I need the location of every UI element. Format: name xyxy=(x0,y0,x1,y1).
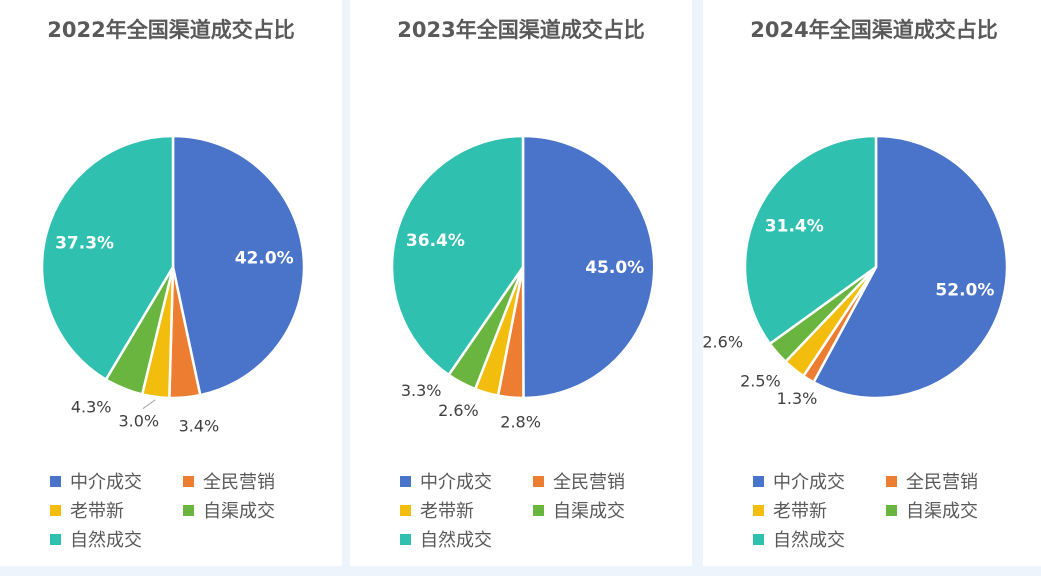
legend-swatch xyxy=(50,533,61,545)
legend-swatch xyxy=(886,475,897,487)
legend-item: 自渠成交 xyxy=(533,497,625,523)
legend-label: 自渠成交 xyxy=(553,501,625,522)
pie-slice-5 xyxy=(743,134,878,346)
data-label: 37.3% xyxy=(55,234,114,254)
pie-slice-1 xyxy=(171,134,306,397)
legend-label: 老带新 xyxy=(70,501,124,522)
data-label: 31.4% xyxy=(765,216,824,236)
legend-swatch xyxy=(400,475,411,487)
legend-label: 自然成交 xyxy=(420,530,492,551)
legend-swatch xyxy=(753,475,764,487)
pie-panel-2024: 2024年全国渠道成交占比 52.0% 1.3% 2.5% 2.6% 31.4% 中介成… xyxy=(703,0,1041,566)
data-label: 45.0% xyxy=(585,258,644,278)
pie-slice-5 xyxy=(40,134,175,382)
legend-swatch xyxy=(183,475,194,487)
legend-item: 中介成交 xyxy=(753,468,845,494)
legend-item: 自然成交 xyxy=(753,526,845,552)
legend-item: 老带新 xyxy=(400,497,474,523)
data-label: 2.6% xyxy=(438,401,479,420)
legend-swatch xyxy=(533,504,544,516)
chart-title: 2024年全国渠道成交占比 xyxy=(750,18,998,42)
legend-item: 中介成交 xyxy=(50,468,142,494)
legend-swatch xyxy=(50,504,61,516)
legend-label: 中介成交 xyxy=(420,472,492,493)
pie-panel-2022: 2022年全国渠道成交占比 42.0% 3.4% 3.0% 4.3% 37.3% 中介成… xyxy=(0,0,342,566)
chart-title: 2023年全国渠道成交占比 xyxy=(397,18,645,42)
pie-chart-2022: 42.0% 3.4% 3.0% 4.3% 37.3% xyxy=(40,134,306,435)
legend-item: 自然成交 xyxy=(50,526,142,552)
data-label: 3.4% xyxy=(179,416,220,435)
legend-item: 老带新 xyxy=(50,497,124,523)
data-label: 52.0% xyxy=(935,281,994,301)
legend-swatch xyxy=(400,504,411,516)
legend-item: 全民营销 xyxy=(533,468,625,494)
data-label: 42.0% xyxy=(235,248,294,268)
legend-item: 全民营销 xyxy=(183,468,275,494)
legend-label: 中介成交 xyxy=(70,472,142,493)
legend-item: 自渠成交 xyxy=(886,497,978,523)
legend-label: 自渠成交 xyxy=(203,501,275,522)
pie-chart-2023: 45.0% 2.8% 2.6%3.3% 36.4% xyxy=(390,134,656,431)
data-label: 2.8% xyxy=(500,412,541,431)
legend-label: 自渠成交 xyxy=(906,501,978,522)
pie-slice-5 xyxy=(390,134,525,377)
data-label: 2.5% xyxy=(740,371,781,390)
legend-swatch xyxy=(886,504,897,516)
legend-swatch xyxy=(753,533,764,545)
data-label: 3.3% xyxy=(401,381,442,400)
pie-slice-1 xyxy=(521,134,656,400)
legend-item: 自然成交 xyxy=(400,526,492,552)
leader-line xyxy=(142,399,156,410)
legend-item: 老带新 xyxy=(753,497,827,523)
legend-label: 自然成交 xyxy=(773,530,845,551)
legend-swatch xyxy=(400,533,411,545)
legend-item: 全民营销 xyxy=(886,468,978,494)
legend-item: 自渠成交 xyxy=(183,497,275,523)
data-label: 1.3% xyxy=(777,389,818,408)
data-label: 36.4% xyxy=(406,231,465,251)
legend-swatch xyxy=(183,504,194,516)
pie-panel-2023: 2023年全国渠道成交占比 45.0% 2.8% 2.6% 3.3% 36.4% 中介成… xyxy=(350,0,692,566)
data-label: 4.3% xyxy=(71,398,112,417)
legend-label: 自然成交 xyxy=(70,530,142,551)
data-label: 2.6% xyxy=(703,333,743,352)
legend-item: 中介成交 xyxy=(400,468,492,494)
legend-label: 老带新 xyxy=(773,501,827,522)
legend-label: 全民营销 xyxy=(553,472,625,493)
legend-swatch xyxy=(533,475,544,487)
chart-title: 2022年全国渠道成交占比 xyxy=(47,18,295,42)
legend-swatch xyxy=(50,475,61,487)
legend-label: 全民营销 xyxy=(203,472,275,493)
legend-label: 老带新 xyxy=(420,501,474,522)
data-label: 3.0% xyxy=(118,412,159,431)
legend-label: 全民营销 xyxy=(906,472,978,493)
pie-slice-1 xyxy=(811,134,1009,400)
legend-label: 中介成交 xyxy=(773,472,845,493)
legend-swatch xyxy=(753,504,764,516)
pie-chart-2024: 52.0% 1.3%2.5% 2.6% 31.4% xyxy=(703,134,1009,408)
